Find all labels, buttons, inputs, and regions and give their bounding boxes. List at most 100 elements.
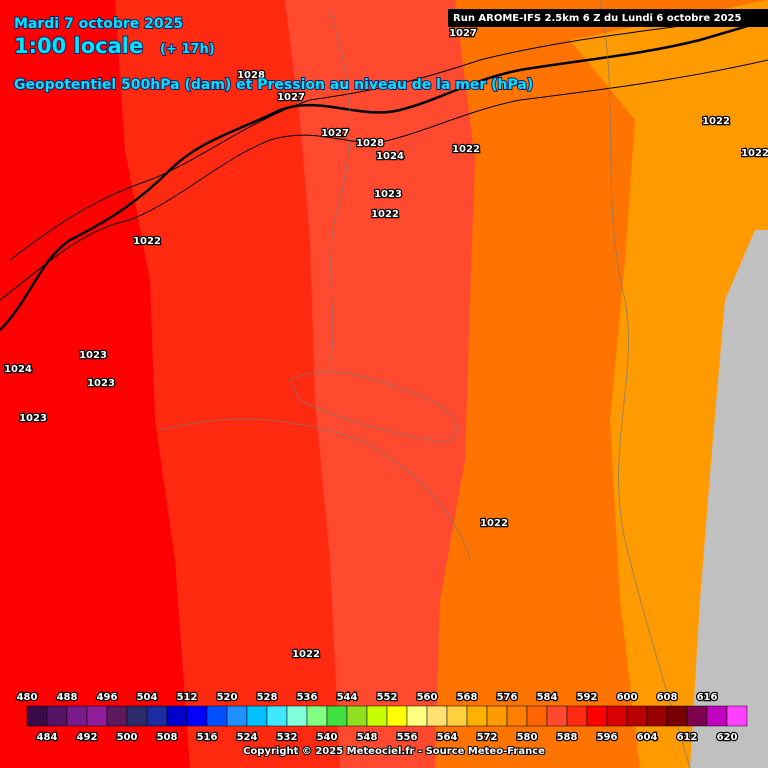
isobar-label: 1022 <box>292 649 320 660</box>
isobar-label: 1022 <box>452 144 480 155</box>
legend-swatch <box>686 705 708 727</box>
isobar-label: 1024 <box>4 364 32 375</box>
legend-label: 524 <box>237 732 258 743</box>
legend-label: 560 <box>417 692 438 703</box>
legend-label: 512 <box>177 692 198 703</box>
legend-swatch <box>166 705 188 727</box>
legend-swatch <box>586 705 608 727</box>
legend-label: 520 <box>217 692 238 703</box>
legend-label: 508 <box>157 732 178 743</box>
no-data <box>690 230 768 768</box>
legend-swatch <box>526 705 548 727</box>
legend-label: 616 <box>697 692 718 703</box>
contour <box>0 59 768 301</box>
legend-swatch <box>146 705 168 727</box>
legend-swatch <box>466 705 488 727</box>
isobar-label: 1023 <box>19 413 47 424</box>
legend-label: 608 <box>657 692 678 703</box>
legend-label: 536 <box>297 692 318 703</box>
legend-label: 584 <box>537 692 558 703</box>
legend-label: 484 <box>37 732 58 743</box>
run-info: Run AROME-IFS 2.5km 6 Z du Lundi 6 octob… <box>453 13 742 24</box>
legend-label: 516 <box>197 732 218 743</box>
legend-label: 532 <box>277 732 298 743</box>
legend-swatch <box>506 705 528 727</box>
legend-label: 544 <box>337 692 358 703</box>
border <box>159 418 471 561</box>
legend-label: 600 <box>617 692 638 703</box>
lead-time: (+ 17h) <box>160 42 215 57</box>
legend-swatch <box>666 705 688 727</box>
legend-swatch <box>286 705 308 727</box>
legend-swatch <box>186 705 208 727</box>
legend-swatch <box>726 705 748 727</box>
isobar-label: 1023 <box>79 350 107 361</box>
legend-label: 572 <box>477 732 498 743</box>
isobar-label: 1022 <box>741 148 768 159</box>
date: Mardi 7 octobre 2025 <box>14 16 183 32</box>
legend-label: 488 <box>57 692 78 703</box>
legend-swatch <box>486 705 508 727</box>
legend-label: 548 <box>357 732 378 743</box>
isobar-label: 1027 <box>277 92 305 103</box>
legend-swatch <box>126 705 148 727</box>
legend-swatch <box>206 705 228 727</box>
legend-label: 492 <box>77 732 98 743</box>
legend-swatch <box>626 705 648 727</box>
copyright: Copyright © 2025 Meteociel.fr - Source M… <box>243 746 545 757</box>
legend-swatch <box>406 705 428 727</box>
time: 1:00 locale <box>14 34 143 58</box>
isobar-label: 1022 <box>702 116 730 127</box>
isobar-labels: 1027 1028 1027 1027 1028 1024 1022 1022 1022 1023… <box>3 27 768 662</box>
legend-label: 612 <box>677 732 698 743</box>
legend-swatch <box>226 705 248 727</box>
legend-swatch <box>246 705 268 727</box>
isobar-label: 1028 <box>237 70 265 81</box>
legend-label: 528 <box>257 692 278 703</box>
isobar-label: 1023 <box>374 189 402 200</box>
legend-swatch <box>346 705 368 727</box>
legend-swatch <box>66 705 88 727</box>
legend-swatch <box>446 705 468 727</box>
legend-label: 580 <box>517 732 538 743</box>
isobar-label: 1028 <box>356 138 384 149</box>
legend-swatch <box>646 705 668 727</box>
border <box>329 9 351 361</box>
isobar-label: 1023 <box>87 378 115 389</box>
legend-label: 568 <box>457 692 478 703</box>
isobar-label: 1024 <box>376 151 404 162</box>
legend-label: 480 <box>17 692 38 703</box>
legend-label: 496 <box>97 692 118 703</box>
legend-label: 604 <box>637 732 658 743</box>
legend-label: 504 <box>137 692 158 703</box>
legend-swatch <box>46 705 68 727</box>
legend-swatch <box>366 705 388 727</box>
legend-swatch <box>546 705 568 727</box>
legend-label: 620 <box>717 732 738 743</box>
legend: 480 488 496 504 512 520 528 536 544 552 560 568 576 5… <box>15 691 748 744</box>
legend-label: 556 <box>397 732 418 743</box>
legend-label: 588 <box>557 732 578 743</box>
isobar-label: 1022 <box>371 209 399 220</box>
legend-swatch <box>426 705 448 727</box>
legend-swatch <box>266 705 288 727</box>
legend-label: 540 <box>317 732 338 743</box>
legend-swatch <box>566 705 588 727</box>
legend-swatch <box>86 705 108 727</box>
legend-label: 592 <box>577 692 598 703</box>
border <box>289 371 457 443</box>
legend-label: 552 <box>377 692 398 703</box>
legend-swatch <box>106 705 128 727</box>
isobar-label: 1027 <box>321 128 349 139</box>
isobar-label: 1022 <box>133 236 161 247</box>
legend-label: 500 <box>117 732 138 743</box>
run-box <box>448 9 768 27</box>
legend-swatch <box>706 705 728 727</box>
border <box>599 0 691 768</box>
contour <box>9 14 768 261</box>
map-title: Geopotentiel 500hPa (dam) et Pression au… <box>14 77 533 93</box>
legend-swatch <box>26 705 48 727</box>
